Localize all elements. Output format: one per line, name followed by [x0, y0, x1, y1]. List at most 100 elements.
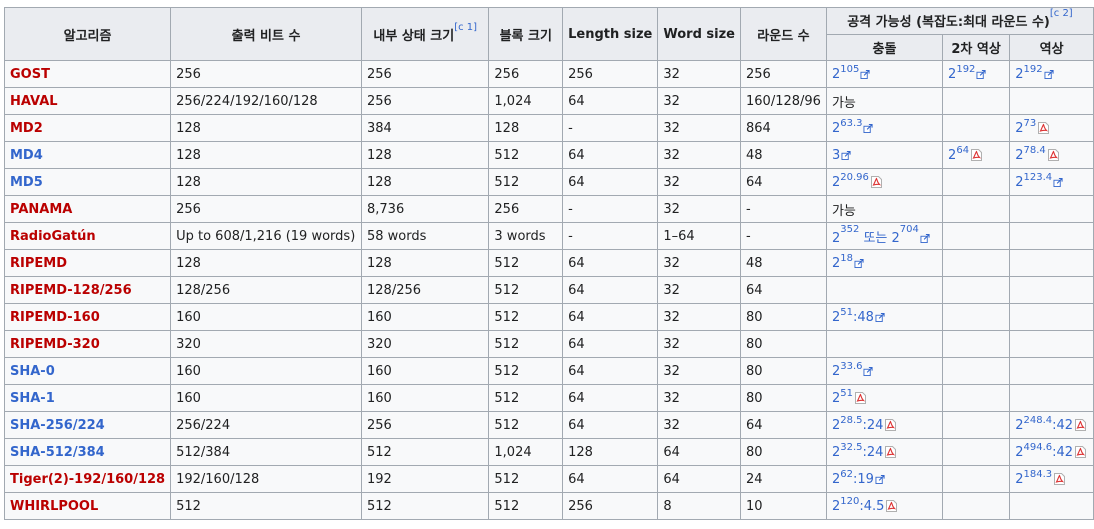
collision-cell[interactable]: 251:48	[825, 303, 944, 331]
pdf-icon	[1038, 121, 1050, 134]
attack-complexity-link[interactable]: 262:19	[832, 469, 885, 487]
algorithm-link[interactable]: MD5	[10, 174, 43, 190]
attack-complexity-link[interactable]: 2120:4.5	[832, 496, 898, 514]
collision-cell[interactable]: 233.6	[825, 357, 944, 385]
algorithm-link[interactable]: RIPEMD	[10, 255, 67, 271]
attack-complexity-link[interactable]: 220.96	[832, 172, 882, 190]
algorithm-link[interactable]: HAVAL	[10, 93, 58, 109]
collision-cell[interactable]: 218	[825, 249, 944, 277]
attack-complexity-link[interactable]: 2184.3	[1015, 469, 1066, 487]
attack-complexity-link[interactable]: 233.6	[832, 361, 874, 379]
table-row: SHA-512/384 512/384 512 1,024 128 64 80 232.5:2…	[3, 438, 1094, 466]
algorithm-link[interactable]: SHA-256/224	[10, 417, 105, 433]
collision-cell[interactable]: 2105	[825, 60, 944, 88]
collision-cell[interactable]: 3	[825, 141, 944, 169]
algorithm-link[interactable]: RadioGatún	[10, 228, 96, 244]
attack-complexity-link[interactable]: 278.4	[1015, 145, 1059, 163]
preimage-cell[interactable]: 2123.4	[1009, 168, 1094, 196]
algorithm-cell: SHA-512/384	[3, 438, 172, 466]
attack-complexity-link[interactable]: 232.5:24	[832, 442, 897, 460]
algorithm-link[interactable]: Tiger(2)-192/160/128	[10, 471, 166, 487]
length-size-cell: -	[562, 195, 659, 223]
collision-cell[interactable]: 2352 또는 2704	[825, 222, 944, 250]
attack-complexity-link[interactable]: 228.5:24	[832, 415, 897, 433]
attack-complexity-link[interactable]: 2123.4	[1015, 172, 1063, 190]
output-bits-cell: 256	[170, 195, 362, 223]
output-bits-cell: 160	[170, 357, 362, 385]
rounds-cell: 10	[740, 492, 827, 520]
attack-complexity-link[interactable]: 3	[832, 148, 851, 163]
length-size-cell: -	[562, 222, 659, 250]
length-size-cell: 64	[562, 357, 659, 385]
collision-cell[interactable]: 가능	[825, 195, 944, 223]
attack-complexity-link[interactable]: 2105	[832, 64, 870, 82]
footnote-c2[interactable]: [c 2]	[1049, 8, 1073, 20]
collision-cell[interactable]: 251	[825, 384, 944, 412]
word-size-cell: 32	[657, 114, 741, 142]
attack-complexity-link[interactable]: 2494.6:42	[1015, 442, 1087, 460]
block-size-cell: 512	[488, 303, 564, 331]
second-preimage-cell[interactable]: 264	[942, 141, 1011, 169]
preimage-cell[interactable]: 273	[1009, 114, 1094, 142]
table-row: SHA-0 160 160 512 64 32 80 233.6	[3, 357, 1094, 385]
length-size-cell: 64	[562, 168, 659, 196]
preimage-cell[interactable]: 2184.3	[1009, 465, 1094, 493]
algorithm-link[interactable]: MD2	[10, 120, 43, 136]
word-size-cell: 32	[657, 411, 741, 439]
attack-complexity-link[interactable]: 2248.4:42	[1015, 415, 1087, 433]
second-preimage-cell[interactable]: 2192	[942, 60, 1011, 88]
algorithm-cell: MD5	[3, 168, 172, 196]
algorithm-link[interactable]: PANAMA	[10, 201, 73, 217]
internal-state-cell: 256	[360, 60, 490, 88]
algorithm-link[interactable]: GOST	[10, 66, 50, 82]
collision-cell[interactable]: 263.3	[825, 114, 944, 142]
collision-cell[interactable]: 2120:4.5	[825, 492, 944, 520]
length-size-cell: 64	[562, 276, 659, 304]
rounds-cell: 48	[740, 249, 827, 277]
attack-complexity-link[interactable]: 2192	[1015, 64, 1054, 82]
attack-complexity-link[interactable]: 218	[832, 253, 864, 271]
output-bits-cell: Up to 608/1,216 (19 words)	[170, 222, 362, 250]
block-size-cell: 1,024	[488, 87, 564, 115]
attack-complexity-link[interactable]: 2192	[948, 64, 987, 82]
algorithm-link[interactable]: SHA-512/384	[10, 444, 105, 460]
rounds-cell: 48	[740, 141, 827, 169]
header-collision: 충돌	[825, 33, 944, 61]
algorithm-link[interactable]: SHA-0	[10, 363, 55, 379]
algorithm-link[interactable]: RIPEMD-128/256	[10, 282, 132, 298]
block-size-cell: 512	[488, 492, 564, 520]
preimage-cell[interactable]: 278.4	[1009, 141, 1094, 169]
preimage-cell[interactable]: 2494.6:42	[1009, 438, 1094, 466]
algorithm-cell: RIPEMD-320	[3, 330, 172, 358]
preimage-cell[interactable]: 2192	[1009, 60, 1094, 88]
attack-complexity-link[interactable]: 263.3	[832, 118, 874, 136]
word-size-cell: 32	[657, 357, 741, 385]
collision-cell[interactable]: 220.96	[825, 168, 944, 196]
rounds-cell: 64	[740, 276, 827, 304]
preimage-cell[interactable]: 2248.4:42	[1009, 411, 1094, 439]
footnote-c1[interactable]: [c 1]	[454, 21, 478, 33]
length-size-cell: 64	[562, 330, 659, 358]
collision-cell[interactable]: 228.5:24	[825, 411, 944, 439]
attack-complexity-link[interactable]: 264	[948, 145, 983, 163]
attack-complexity-link[interactable]: 251:48	[832, 307, 885, 325]
block-size-cell: 512	[488, 168, 564, 196]
algorithm-link[interactable]: WHIRLPOOL	[10, 498, 99, 514]
pdf-icon	[885, 445, 897, 458]
algorithm-link[interactable]: RIPEMD-160	[10, 309, 100, 325]
block-size-cell: 512	[488, 465, 564, 493]
algorithm-link[interactable]: RIPEMD-320	[10, 336, 100, 352]
table-row: RIPEMD-160 160 160 512 64 32 80 251:48	[3, 303, 1094, 331]
algorithm-cell: RIPEMD	[3, 249, 172, 277]
attack-complexity-link[interactable]: 2352 또는 2704	[832, 224, 930, 246]
attack-complexity-link[interactable]: 273	[1015, 118, 1050, 136]
collision-cell[interactable]: 가능	[825, 87, 944, 115]
table-row: WHIRLPOOL 512 512 512 256 8 10 2120:4.5	[3, 492, 1094, 520]
algorithm-link[interactable]: MD4	[10, 147, 43, 163]
attack-complexity-link[interactable]: 251	[832, 388, 866, 406]
collision-cell[interactable]: 232.5:24	[825, 438, 944, 466]
header-rounds: 라운드 수	[740, 7, 827, 61]
internal-state-cell: 256	[360, 411, 490, 439]
algorithm-link[interactable]: SHA-1	[10, 390, 55, 406]
collision-cell[interactable]: 262:19	[825, 465, 944, 493]
